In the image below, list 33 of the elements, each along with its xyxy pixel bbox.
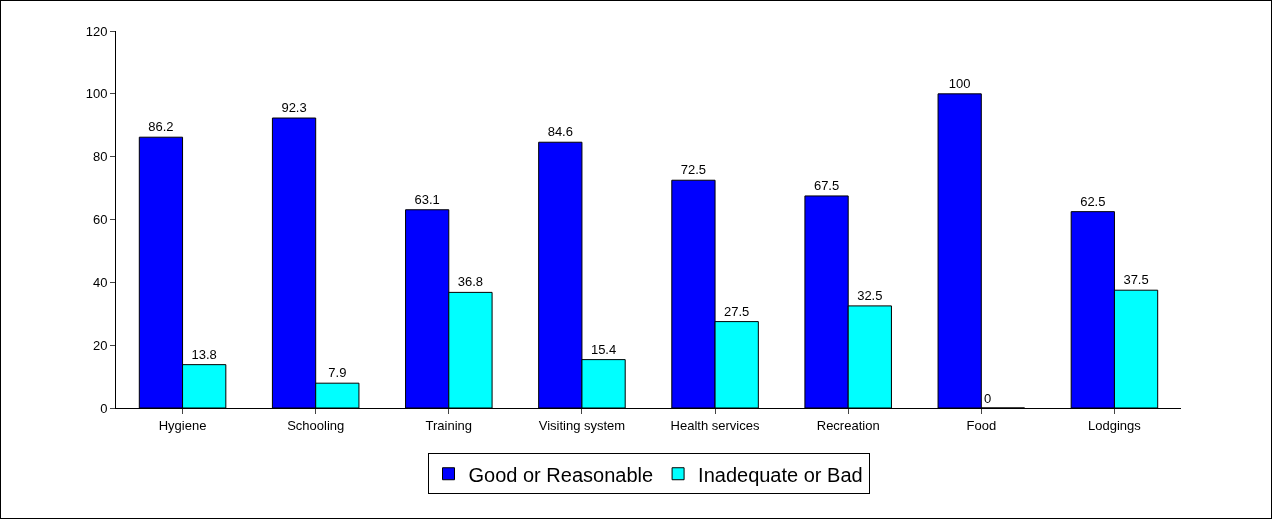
- data-label: 37.5: [1123, 272, 1149, 288]
- data-label: 72.5: [680, 162, 707, 178]
- x-tick-label: Health services: [670, 417, 760, 433]
- y-tick-label: 80: [92, 149, 108, 165]
- x-tick-label: Hygiene: [158, 417, 207, 433]
- x-tick-label: Lodgings: [1088, 417, 1142, 433]
- x-tick-label: Recreation: [816, 417, 880, 433]
- y-tick-label: 20: [92, 337, 108, 353]
- data-label: 67.5: [813, 177, 840, 193]
- y-tick-label: 40: [92, 274, 108, 290]
- x-tick-label: Food: [966, 417, 997, 433]
- data-label: 62.5: [1080, 193, 1106, 209]
- x-tick-label: Schooling: [287, 417, 345, 433]
- data-label: 36.8: [457, 274, 484, 290]
- data-label: 15.4: [590, 341, 617, 357]
- data-label: 84.6: [547, 124, 573, 140]
- y-tick-label: 120: [85, 23, 108, 39]
- y-tick-label: 100: [85, 86, 108, 102]
- data-label: 86.2: [148, 119, 174, 135]
- data-label: 92.3: [281, 100, 307, 116]
- data-label: 13.8: [191, 346, 217, 362]
- y-tick-label: 60: [92, 212, 108, 228]
- data-label: 32.5: [857, 287, 883, 303]
- x-tick-label: Visiting system: [538, 417, 626, 433]
- data-label: 100: [948, 75, 971, 91]
- data-label: 0: [984, 391, 992, 406]
- data-label: 27.5: [724, 303, 750, 319]
- x-tick-label: Training: [425, 417, 473, 433]
- data-label: 7.9: [328, 365, 347, 381]
- legend-label: Good or Reasonable: [468, 463, 654, 486]
- legend-label: Inadequate or Bad: [698, 463, 863, 486]
- y-tick-label: 0: [100, 400, 108, 416]
- data-label: 63.1: [414, 191, 440, 207]
